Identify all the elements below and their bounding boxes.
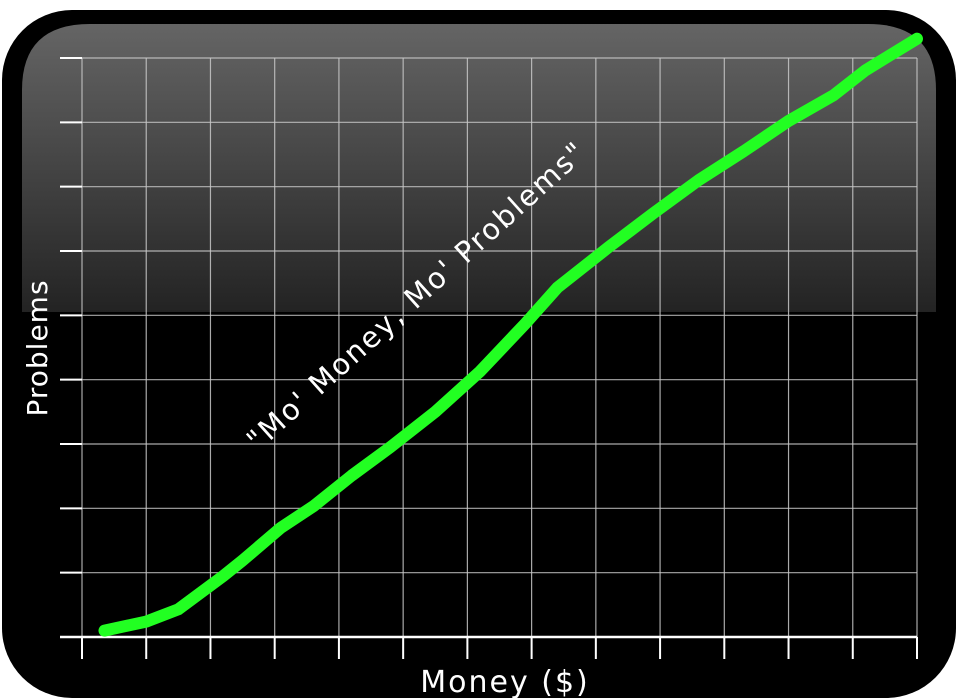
glare-overlay <box>22 24 936 312</box>
axes <box>60 57 918 659</box>
x-axis-label: Money ($) <box>420 665 590 700</box>
data-point <box>431 407 440 416</box>
data-point <box>142 617 151 626</box>
data-point <box>277 523 286 532</box>
data-point <box>604 243 613 252</box>
data-point <box>829 91 838 100</box>
data-point <box>553 283 562 292</box>
data-point <box>784 117 793 126</box>
data-point <box>913 34 921 43</box>
data-point <box>739 147 748 156</box>
data-point <box>521 319 530 328</box>
data-point <box>347 471 356 480</box>
series-layer <box>98 32 923 637</box>
data-point <box>649 209 658 218</box>
data-point <box>476 367 485 376</box>
data-point <box>309 502 318 511</box>
data-point <box>861 66 870 75</box>
data-point <box>100 626 109 635</box>
y-axis-label: Problems <box>21 279 54 416</box>
data-point <box>694 176 703 185</box>
data-point <box>238 556 247 565</box>
data-point <box>174 605 183 614</box>
data-point <box>219 571 228 580</box>
data-point <box>386 443 395 452</box>
